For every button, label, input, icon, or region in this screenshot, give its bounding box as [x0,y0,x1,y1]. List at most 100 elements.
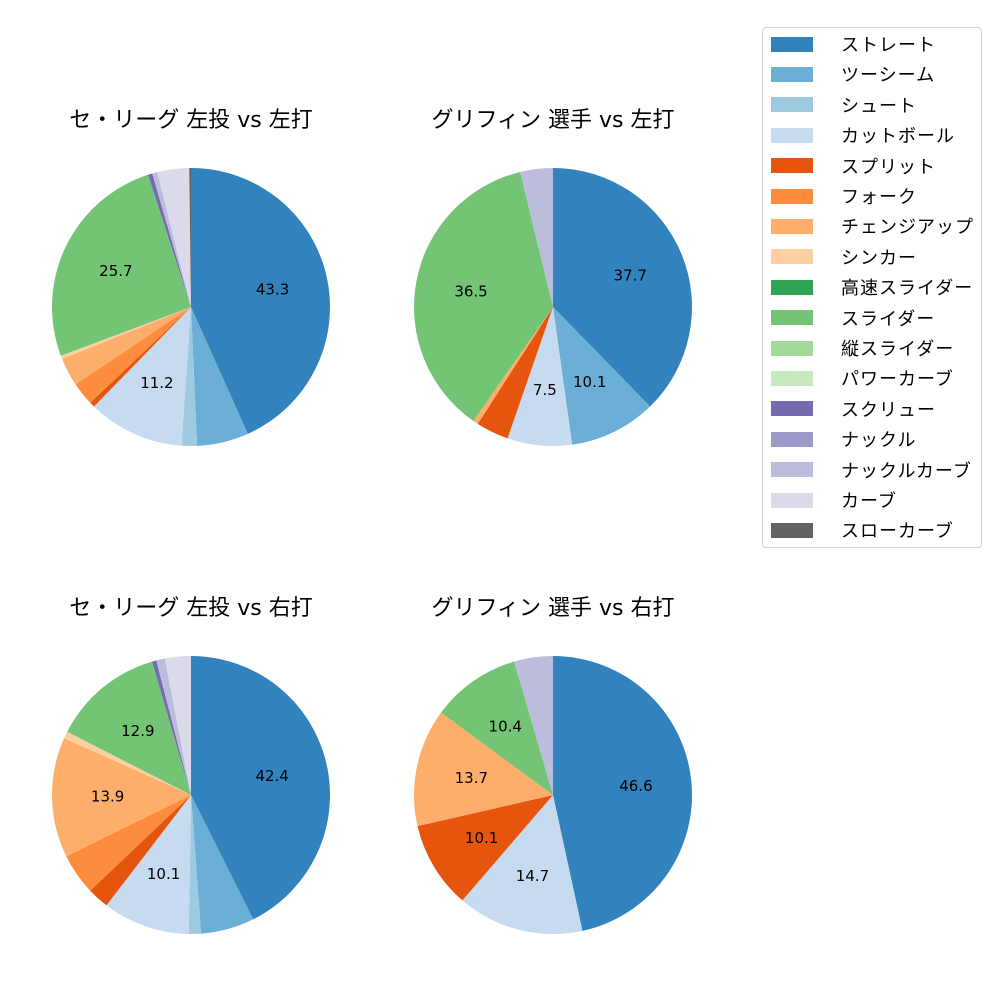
legend-swatch [771,218,813,234]
pie-slice-label: 43.3 [256,281,289,299]
pie-slice [152,660,191,795]
pie-slice [106,795,191,934]
pie-slice [553,656,693,931]
legend-item: カットボール [771,124,955,147]
pie-chart-league-lhp-vs-lhb: 43.3 11.2 25.7 [51,168,331,446]
legend-item: ツーシーム [771,63,936,87]
pie-slice [60,307,191,359]
legend-item: パワーカーブ [771,367,954,390]
pie-slice [188,795,202,934]
pie-slice [66,795,191,891]
legend-label: シンカー [841,247,917,269]
legend-swatch [771,522,813,538]
legend-swatch [771,340,813,356]
pie-slice [67,661,191,795]
pie-slice [413,171,553,421]
legend-swatch [771,97,813,113]
pie-slice [417,795,553,901]
legend-label: チェンジアップ [841,217,974,239]
legend-item: スローカーブ [771,519,954,543]
legend-label: ナックルカーブ [841,460,972,482]
pie-slice [156,658,191,795]
pie-slice [164,656,191,795]
legend-swatch [771,401,813,417]
pie-slice [75,307,191,403]
legend-label: スクリュー [841,399,936,421]
pie-slice-label: 14.7 [516,867,549,885]
pie-slice-label: 13.9 [91,787,124,805]
pie-slice [90,795,191,906]
legend-swatch [771,492,813,508]
pie-slice [191,168,331,434]
pie-chart-league-lhp-vs-rhb: 42.4 10.1 13.9 12.9 [51,656,331,934]
pie-slice [520,168,553,307]
chart-title-league-lhp-vs-rhb: セ・リーグ 左投 vs 右打 [69,596,313,621]
legend-item: チェンジアップ [771,215,974,239]
pie-slice [51,174,191,356]
legend-swatch [771,66,813,82]
legend-item: ナックルカーブ [771,459,972,482]
legend-label: ツーシーム [841,65,936,87]
pie-slice [477,307,553,439]
pie-slice [152,172,191,307]
pie-slice-label: 37.7 [614,267,647,285]
pie-slice-label: 42.4 [255,767,288,785]
legend-item: スクリュー [771,398,936,421]
legend-label: スローカーブ [841,521,954,543]
pie-slice [473,307,553,424]
legend-swatch [771,249,813,265]
pie-slice [507,307,573,446]
pie-slice [157,168,191,307]
legend-label: ストレート [841,35,936,56]
legend-item: スライダー [771,307,936,330]
chart-title-griffin-vs-rhb: グリフィン 選手 vs 右打 [431,596,675,621]
pie-slice [93,307,191,446]
legend-item: ストレート [771,33,936,56]
legend-label: ナックル [841,430,917,452]
pie-slice [191,656,331,920]
legend-swatch [771,310,813,326]
pie-slice [62,307,191,385]
legend-item: 縦スライダー [771,337,955,360]
legend-item: シュート [771,94,917,117]
pie-slice-label: 10.1 [573,373,606,391]
pie-slice [189,168,191,307]
pie-slice [462,795,583,935]
legend-item: 高速スライダー [771,276,974,300]
pie-slice-label: 13.7 [455,769,488,787]
legend-label: スライダー [841,308,936,330]
legend-label: 縦スライダー [841,339,955,360]
legend-label: フォーク [841,187,917,208]
pie-slice [553,168,693,407]
pie-slice-label: 46.6 [619,777,652,795]
legend-swatch [771,370,813,386]
legend-item: スプリット [771,155,936,178]
pie-slice [181,307,198,446]
pie-slice-label: 12.9 [121,722,154,740]
chart-title-league-lhp-vs-lhb: セ・リーグ 左投 vs 左打 [69,108,313,133]
legend-swatch [771,127,813,143]
legend-swatch [771,462,813,478]
legend-label: スプリット [841,156,936,178]
legend-item: シンカー [771,246,917,269]
pie-slice [191,307,248,446]
legend-item: カーブ [771,489,897,512]
pie-slice-label: 36.5 [454,283,487,301]
pie-slice-label: 11.2 [140,374,173,392]
pie-chart-griffin-vs-lhb: 37.7 10.1 7.5 36.5 [413,168,693,446]
chart-title-griffin-vs-lhb: グリフィン 選手 vs 左打 [431,108,675,133]
pie-slice-label: 10.1 [147,865,180,883]
pie-slice-label: 7.5 [533,381,557,399]
pie-slice [90,307,191,407]
legend-item: ナックル [771,428,917,452]
legend-label: カーブ [841,491,897,512]
pie-slice [441,661,553,795]
legend-swatch [771,36,813,52]
pie-chart-griffin-vs-rhb: 46.6 14.7 10.1 13.7 10.4 [414,656,693,935]
pie-slice [553,307,651,445]
pie-slice [64,731,191,795]
legend: ストレートツーシームシュートカットボールスプリットフォークチェンジアップ シンカー… [762,27,982,548]
pie-slice-label: 25.7 [99,262,132,280]
legend-label: 高速スライダー [841,278,974,300]
